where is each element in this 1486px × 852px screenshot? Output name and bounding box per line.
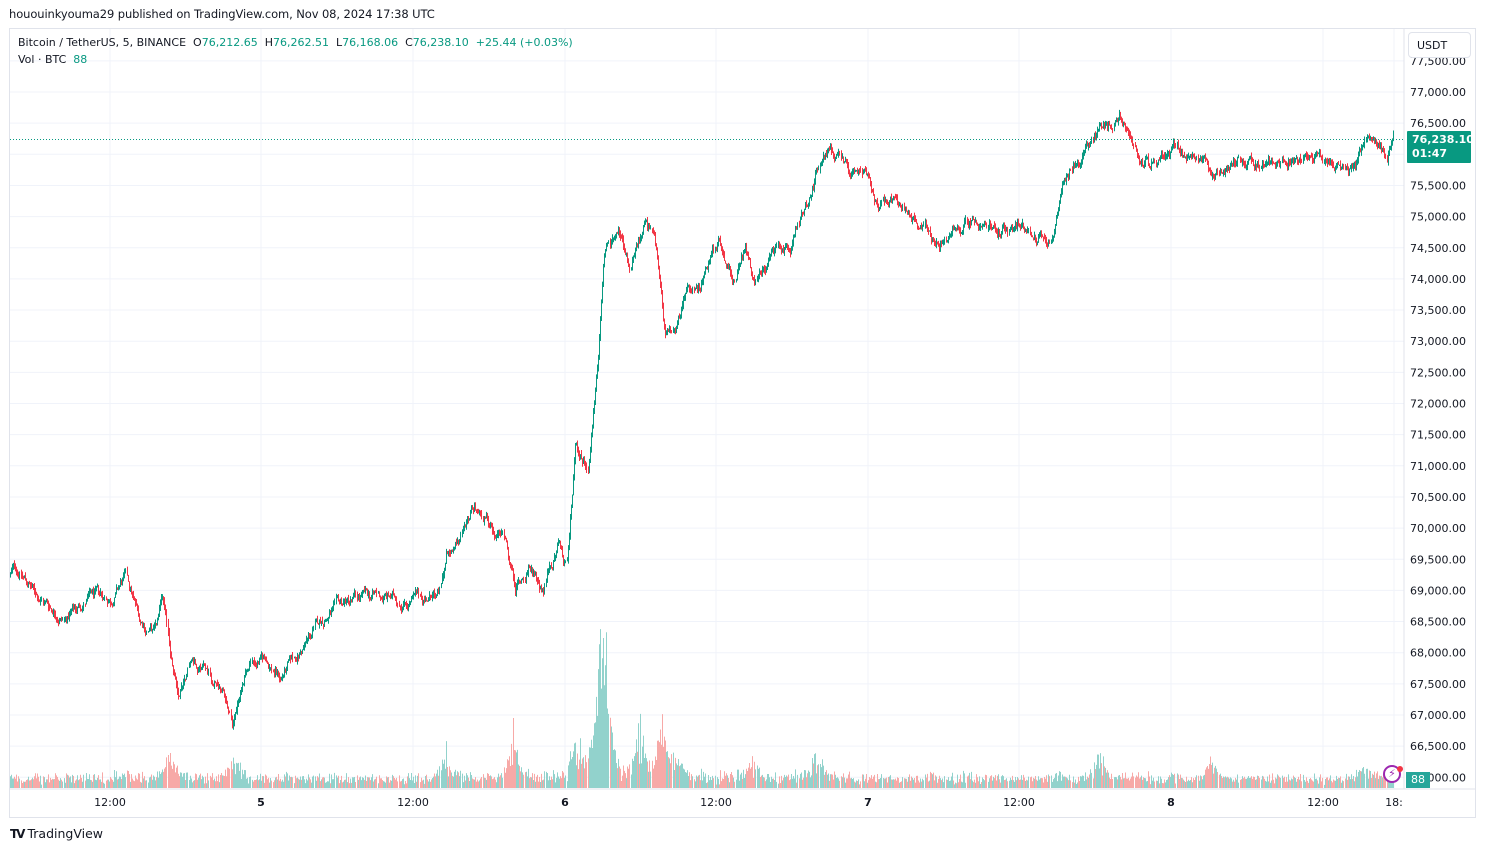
symbol-title[interactable]: Bitcoin / TetherUS, 5, BINANCE	[18, 36, 187, 49]
ohlc-row: Bitcoin / TetherUS, 5, BINANCE O76,212.6…	[18, 34, 573, 51]
svg-text:74,000.00: 74,000.00	[1410, 273, 1466, 286]
svg-text:71,500.00: 71,500.00	[1410, 429, 1466, 442]
svg-text:18:: 18:	[1385, 796, 1403, 809]
lightning-icon[interactable]: ⚡	[1383, 765, 1401, 783]
svg-text:7: 7	[864, 796, 872, 809]
svg-text:75,000.00: 75,000.00	[1410, 211, 1466, 224]
tradingview-brand[interactable]: TV TradingView	[10, 826, 103, 841]
candlesticks	[10, 109, 1394, 730]
high-value: 76,262.51	[272, 36, 329, 49]
svg-text:68,000.00: 68,000.00	[1410, 647, 1466, 660]
svg-text:67,000.00: 67,000.00	[1410, 709, 1466, 722]
notification-dot	[1397, 766, 1403, 772]
low-label: L	[335, 36, 343, 49]
close-value: 76,238.10	[412, 36, 469, 49]
svg-text:75,500.00: 75,500.00	[1410, 179, 1466, 192]
svg-text:6: 6	[561, 796, 569, 809]
open-label: O	[193, 36, 202, 49]
svg-text:73,000.00: 73,000.00	[1410, 335, 1466, 348]
svg-text:77,000.00: 77,000.00	[1410, 86, 1466, 99]
svg-text:72,000.00: 72,000.00	[1410, 398, 1466, 411]
volume-label[interactable]: Vol · BTC	[18, 53, 67, 66]
close-label: C	[405, 36, 413, 49]
svg-text:12:00: 12:00	[94, 796, 126, 809]
last-price-tag: 76,238.10 01:47	[1407, 131, 1474, 163]
svg-text:5: 5	[257, 796, 265, 809]
svg-text:8: 8	[1167, 796, 1175, 809]
svg-text:69,500.00: 69,500.00	[1410, 553, 1466, 566]
svg-text:73,500.00: 73,500.00	[1410, 304, 1466, 317]
svg-text:12:00: 12:00	[700, 796, 732, 809]
svg-text:12:00: 12:00	[1307, 796, 1339, 809]
low-value: 76,168.06	[342, 36, 399, 49]
svg-text:12:00: 12:00	[397, 796, 429, 809]
chart-legend: Bitcoin / TetherUS, 5, BINANCE O76,212.6…	[18, 34, 573, 68]
change-value: +25.44 (+0.03%)	[475, 36, 573, 49]
grid-lines	[10, 29, 1404, 789]
svg-text:67,500.00: 67,500.00	[1410, 678, 1466, 691]
svg-text:66,500.00: 66,500.00	[1410, 740, 1466, 753]
svg-text:12:00: 12:00	[1003, 796, 1035, 809]
svg-text:70,500.00: 70,500.00	[1410, 491, 1466, 504]
volume-value: 88	[73, 53, 88, 66]
volume-tag: 88	[1406, 772, 1430, 788]
svg-text:70,000.00: 70,000.00	[1410, 522, 1466, 535]
high-label: H	[264, 36, 273, 49]
chart-frame	[9, 28, 1476, 818]
volume-row: Vol · BTC 88	[18, 51, 573, 68]
last-price-value: 76,238.10	[1412, 133, 1474, 146]
svg-text:74,500.00: 74,500.00	[1410, 242, 1466, 255]
svg-text:76,500.00: 76,500.00	[1410, 117, 1466, 130]
svg-text:71,000.00: 71,000.00	[1410, 460, 1466, 473]
svg-text:68,500.00: 68,500.00	[1410, 616, 1466, 629]
brand-name: TradingView	[27, 826, 104, 841]
tradingview-logo-icon: TV	[10, 826, 26, 841]
bar-countdown: 01:47	[1412, 147, 1448, 160]
svg-text:69,000.00: 69,000.00	[1410, 584, 1466, 597]
open-value: 76,212.65	[201, 36, 258, 49]
svg-text:72,500.00: 72,500.00	[1410, 366, 1466, 379]
time-axis-labels: 12:00 5 12:00 6 12:00 7 12:00 8 12:00 18:	[94, 796, 1403, 809]
svg-text:77,500.00: 77,500.00	[1410, 55, 1466, 68]
publish-info: hououinkyouma29 published on TradingView…	[9, 7, 435, 21]
currency-button[interactable]: USDT	[1408, 32, 1471, 58]
